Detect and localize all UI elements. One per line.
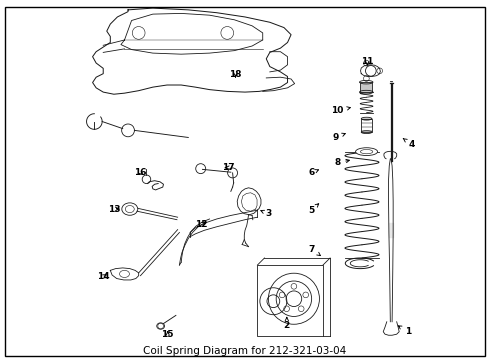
Text: 13: 13 [108,204,120,213]
Text: 10: 10 [331,107,350,116]
Bar [257,265,323,336]
Text: 11: 11 [361,57,373,66]
Text: 16: 16 [134,168,147,177]
Polygon shape [384,151,397,159]
Bar [361,119,372,132]
Text: 14: 14 [97,272,110,281]
Text: 17: 17 [222,163,235,172]
Polygon shape [383,322,399,335]
Text: 7: 7 [308,244,320,256]
Text: 18: 18 [229,70,242,79]
Text: 6: 6 [309,168,318,177]
Text: 8: 8 [334,158,349,167]
Text: 2: 2 [284,318,290,330]
Polygon shape [361,65,380,77]
Text: 15: 15 [162,330,174,339]
Ellipse shape [356,148,378,156]
Text: 12: 12 [196,220,208,229]
Text: 4: 4 [403,139,415,149]
Bar [360,82,372,92]
Polygon shape [389,159,393,322]
Text: 1: 1 [398,326,411,336]
Text: 3: 3 [261,209,271,218]
Text: Coil Spring Diagram for 212-321-03-04: Coil Spring Diagram for 212-321-03-04 [144,346,346,356]
Text: 5: 5 [309,204,318,215]
Text: 9: 9 [332,133,345,142]
